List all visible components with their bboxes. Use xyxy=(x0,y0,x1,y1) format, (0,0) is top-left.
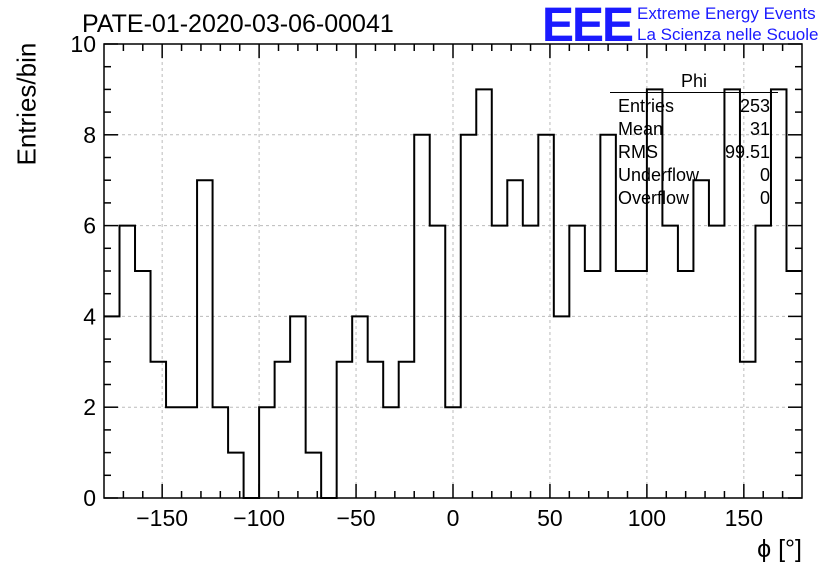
stats-box: Phi Entries 253 Mean 31 RMS 99.51 Underf… xyxy=(610,70,778,210)
y-tick-label: 10 xyxy=(70,31,96,57)
stats-row-rms: RMS 99.51 xyxy=(610,141,778,164)
y-axis-label: Entries/bin xyxy=(11,42,42,166)
logo-text-line2: La Scienza nelle Scuole xyxy=(637,25,819,44)
stats-value: 99.51 xyxy=(724,142,770,162)
x-tick-label: 150 xyxy=(725,505,763,531)
x-tick-label: −100 xyxy=(233,505,285,531)
stats-key: Entries xyxy=(618,96,675,116)
x-axis-ticks: −150 −100 −50 0 50 100 150 xyxy=(122,44,784,531)
stats-value: 31 xyxy=(749,119,770,139)
y-tick-label: 6 xyxy=(83,213,96,239)
stats-row-overflow: Overflow 0 xyxy=(610,187,778,210)
stats-value: 253 xyxy=(739,96,770,116)
stats-divider xyxy=(610,92,778,93)
logo-text-line1: Extreme Energy Events xyxy=(637,4,816,23)
stats-value: 0 xyxy=(759,188,770,208)
stats-key: Underflow xyxy=(618,165,700,185)
y-tick-label: 8 xyxy=(83,122,96,148)
stats-row-mean: Mean 31 xyxy=(610,118,778,141)
y-tick-label: 2 xyxy=(83,394,96,420)
y-axis-ticks: 0 2 4 6 8 10 xyxy=(70,31,802,511)
x-tick-label: 0 xyxy=(447,505,460,531)
stats-title: Phi xyxy=(680,71,707,91)
x-axis-label: ϕ [°] xyxy=(757,535,802,563)
stats-row-entries: Entries 253 xyxy=(610,95,778,118)
y-tick-label: 4 xyxy=(83,303,96,329)
chart-title: PATE-01-2020-03-06-00041 xyxy=(82,10,394,38)
stats-row-underflow: Underflow 0 xyxy=(610,164,778,187)
x-tick-label: −50 xyxy=(337,505,376,531)
x-tick-label: 50 xyxy=(537,505,563,531)
x-tick-label: 100 xyxy=(628,505,666,531)
histogram-outline xyxy=(104,88,802,499)
stats-key: Overflow xyxy=(618,188,690,208)
stats-value: 0 xyxy=(759,165,770,185)
y-tick-label: 0 xyxy=(83,485,96,511)
stats-key: RMS xyxy=(618,142,658,162)
x-tick-label: −150 xyxy=(136,505,188,531)
stats-key: Mean xyxy=(618,119,664,139)
eee-logo: EEE xyxy=(542,0,634,52)
